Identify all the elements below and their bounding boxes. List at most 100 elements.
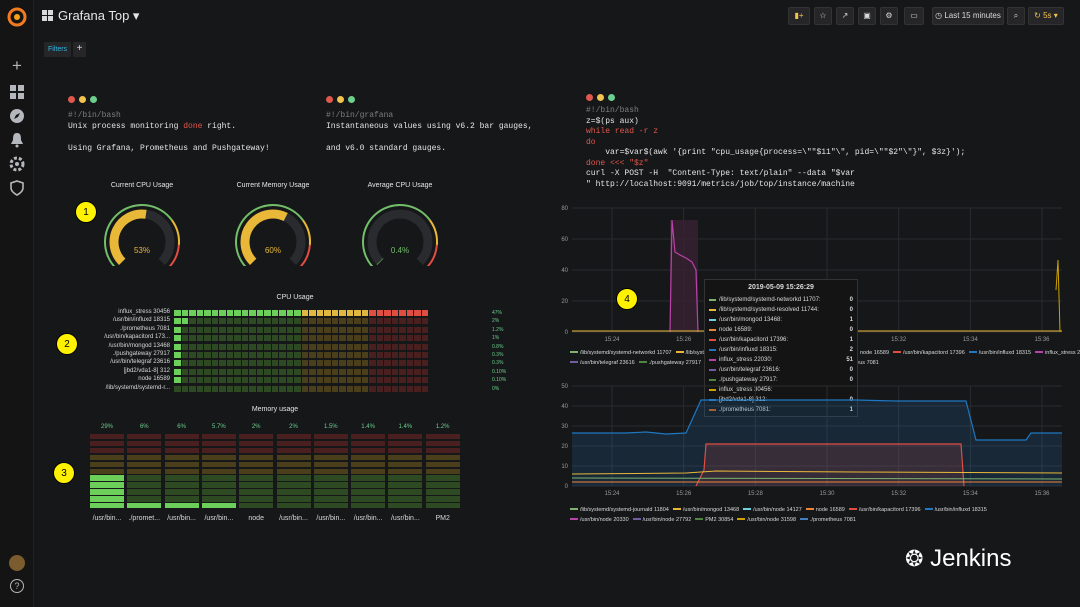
legend-item[interactable]: node 16589 xyxy=(802,507,845,513)
tooltip-series-name: ./prometheus 7081: xyxy=(719,407,771,413)
legend-item[interactable]: /usr/bin/kapacitord 17396 xyxy=(845,507,921,513)
memory-cell xyxy=(388,482,423,488)
add-filter-button[interactable]: + xyxy=(73,42,86,57)
cpu-cell xyxy=(271,318,278,325)
star-icon[interactable]: ☆ xyxy=(814,7,832,25)
share-icon[interactable]: ↗ xyxy=(836,7,854,25)
tooltip-series-value: 0 xyxy=(849,297,853,303)
cpu-row-label: /usr/bin/mongod 13468 xyxy=(108,342,170,349)
cpu-cell xyxy=(384,368,391,375)
x-tick: 15:24 xyxy=(604,491,620,497)
legend-row: /lib/systemd/systemd-journald 11804/usr/… xyxy=(566,507,1062,513)
cpu-cell xyxy=(391,335,398,342)
memory-cell xyxy=(201,440,236,447)
legend-item[interactable]: /usr/bin/mongod 13468 xyxy=(669,507,739,513)
cpu-row-pct: 1.2% xyxy=(492,326,504,333)
cpu-cell xyxy=(174,377,181,384)
help-icon[interactable]: ? xyxy=(10,579,24,593)
gauge-track xyxy=(367,209,433,265)
cpu-cell xyxy=(264,360,271,367)
cpu-cell xyxy=(361,343,368,350)
legend-item[interactable]: /usr/bin/influxd 18315 xyxy=(921,507,987,513)
cpu-cell xyxy=(346,335,353,342)
legend-item[interactable]: PM2 30854 xyxy=(691,517,733,523)
avatar[interactable] xyxy=(9,555,25,571)
cpu-row-label: influx_stress 30456 xyxy=(118,309,170,315)
tooltip-swatch xyxy=(709,309,716,311)
terminal-text-2: #!/bin/grafana Instantaneous values usin… xyxy=(326,111,533,153)
cpu-cell xyxy=(316,343,323,350)
legend-item[interactable]: /usr/bin/node 27792 xyxy=(629,517,691,523)
memory-col-label: /usr/bin... xyxy=(353,515,383,522)
memory-col-pct: 6% xyxy=(177,424,186,430)
tooltip-series-name: /usr/bin/mongod 13468: xyxy=(719,317,783,323)
memory-cell xyxy=(276,482,311,488)
alerting-icon[interactable] xyxy=(8,131,26,149)
cpu-cell xyxy=(189,360,196,367)
cpu-cell xyxy=(256,352,263,358)
cpu-cell xyxy=(301,385,308,392)
terminal-text-3: #!/bin/bash z=$(ps aux) while read -r z … xyxy=(586,106,966,189)
cpu-cell xyxy=(421,360,428,367)
grafana-logo-icon[interactable] xyxy=(6,6,28,28)
legend-item[interactable]: influx_stress 22030 xyxy=(1031,350,1080,356)
cpu-cell xyxy=(339,326,346,333)
cpu-cell xyxy=(316,377,323,384)
cpu-cell xyxy=(301,326,308,333)
plus-icon[interactable]: + xyxy=(12,56,22,75)
cpu-cell xyxy=(271,360,278,367)
refresh-button[interactable]: ↻ 5s ▾ xyxy=(1028,7,1064,25)
cpu-cell xyxy=(181,360,188,367)
add-panel-button[interactable]: ▮+ xyxy=(788,7,810,25)
tv-mode-icon[interactable]: ▭ xyxy=(904,7,924,25)
explore-icon[interactable] xyxy=(8,107,26,125)
legend-label: influx_stress 22030 xyxy=(1045,350,1080,356)
settings-gear-icon[interactable]: ⚙ xyxy=(880,7,898,25)
tooltip-series-name: ./pushgateway 27917: xyxy=(719,377,778,383)
cpu-cell xyxy=(421,385,428,392)
legend-swatch xyxy=(570,361,578,364)
legend-item[interactable]: /usr/bin/node 31598 xyxy=(733,517,796,523)
legend-item[interactable]: /lib/systemd/systemd-journald 11804 xyxy=(566,507,669,513)
cpu-cell xyxy=(309,360,316,367)
cpu-cell xyxy=(339,368,346,375)
cpu-cell xyxy=(204,385,211,392)
legend-item[interactable]: ./pushgateway 27917 xyxy=(635,360,701,366)
dashboard-title[interactable]: Grafana Top ▾ xyxy=(58,8,140,23)
gear-icon[interactable] xyxy=(8,155,26,173)
legend-item[interactable]: /usr/bin/kapacitord 17396 xyxy=(889,350,965,356)
cpu-cell xyxy=(361,310,368,316)
legend-item[interactable]: /usr/bin/influxd 18315 xyxy=(965,350,1031,356)
cpu-cell xyxy=(226,318,233,325)
cpu-cell xyxy=(241,352,248,358)
legend-swatch xyxy=(570,351,578,354)
legend-item[interactable]: /usr/bin/node 20330 xyxy=(566,517,629,523)
cpu-cell xyxy=(406,343,413,350)
x-tick: 15:26 xyxy=(676,337,692,343)
cpu-cell xyxy=(241,368,248,375)
memory-col-pct: 1.4% xyxy=(398,424,413,430)
memory-cell xyxy=(201,447,236,454)
cpu-cell xyxy=(414,310,421,316)
memory-col-label: /usr/bin... xyxy=(279,515,308,522)
save-icon[interactable]: ▣ xyxy=(858,7,876,25)
legend-item[interactable]: ./prometheus 7081 xyxy=(796,517,856,523)
legend-item[interactable]: /usr/bin/telegraf 23616 xyxy=(566,360,635,366)
y-tick: 40 xyxy=(561,404,568,410)
filters-button[interactable]: Filters xyxy=(44,42,72,57)
memory-cell xyxy=(90,434,124,440)
time-picker-button[interactable]: ◷ Last 15 minutes xyxy=(932,7,1004,25)
memory-cell xyxy=(276,454,311,461)
legend-swatch xyxy=(800,518,809,521)
memory-cell xyxy=(425,489,460,495)
shield-icon[interactable] xyxy=(8,179,26,197)
memory-cell xyxy=(239,503,274,509)
terminal-text-1: #!/bin/bash Unix process monitoring done… xyxy=(68,111,270,153)
tooltip-row: ./pushgateway 27917: 0 xyxy=(705,375,857,385)
x-tick: 15:28 xyxy=(748,491,764,497)
dashboards-icon[interactable] xyxy=(8,83,26,101)
legend-item[interactable]: /usr/bin/node 14127 xyxy=(739,507,802,513)
zoom-out-icon[interactable]: ⌕ xyxy=(1007,7,1025,25)
legend-item[interactable]: /lib/systemd/systemd-networkd 11707 xyxy=(566,350,672,356)
